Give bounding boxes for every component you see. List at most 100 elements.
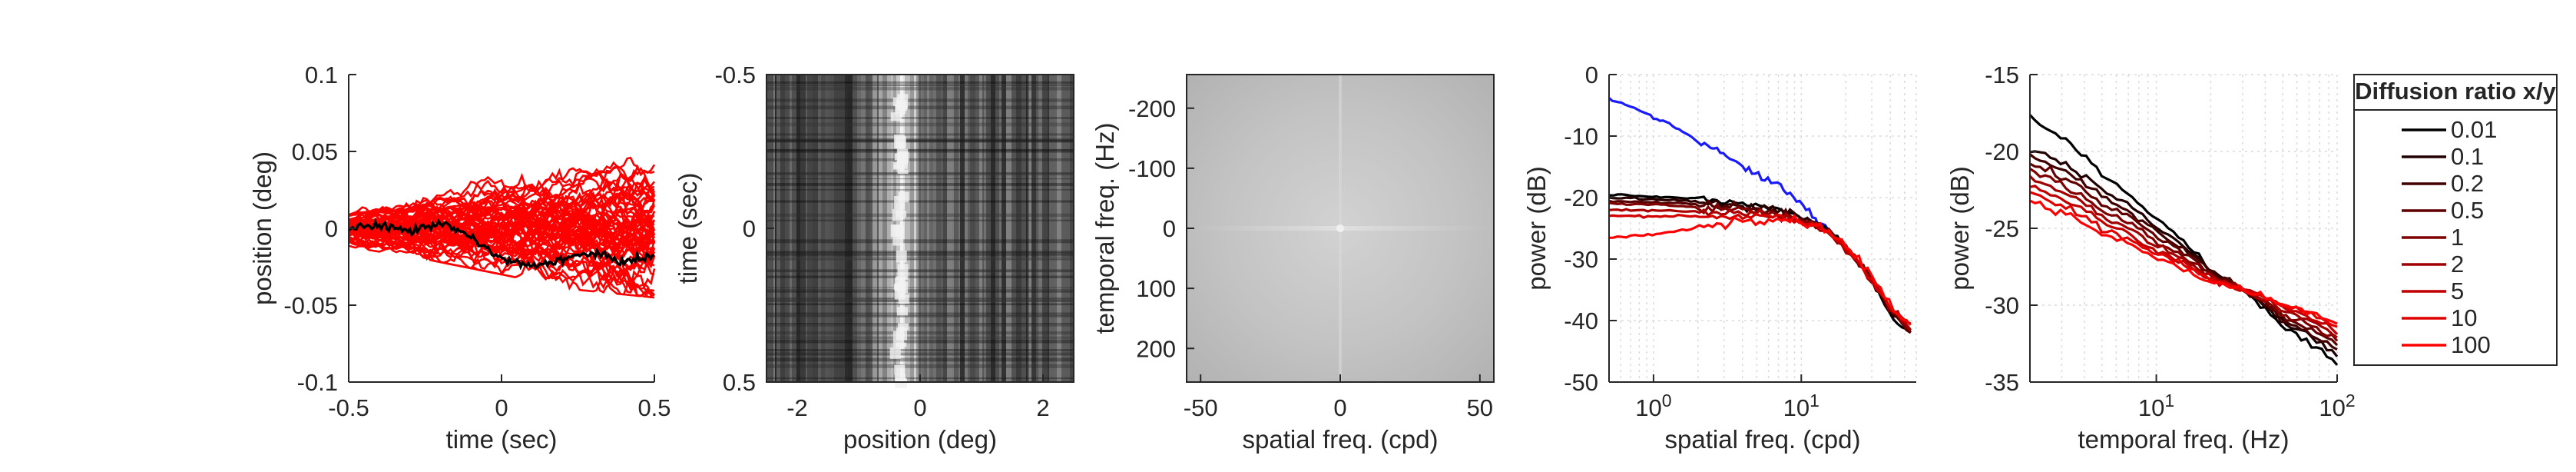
y-tick-label: 0 [325,215,338,242]
red-trajectory [348,237,656,276]
blue-spectrum-line [1608,97,1833,237]
y-tick-label: -200 [1128,95,1176,122]
column-stripe [954,75,959,382]
x-tick-label: 0 [913,394,926,421]
spectrum-dc-peak [1336,224,1344,232]
row-stripe [767,297,1074,300]
x-axis-label: temporal freq. (Hz) [2078,425,2289,454]
x-tick-label: 50 [1467,394,1493,421]
panel-space-time-image: -2 0 2 -0.5 0 0.5 position (deg) time (sec) [674,61,1074,454]
column-stripe [1026,75,1028,382]
column-stripe [839,75,845,382]
y-axis-label: power (dB) [1522,166,1551,290]
row-stripe [767,291,1074,293]
legend-entry-label: 5 [2451,278,2464,304]
bright-streak [889,347,901,359]
column-stripe [1057,75,1061,382]
red-trajectory [348,180,656,227]
column-stripe [952,75,954,382]
column-stripe [1038,75,1042,382]
temporal-spectrum-line [2029,162,2339,347]
bright-streak [898,323,909,331]
row-stripe [767,87,1074,91]
column-stripe [933,75,936,382]
red-trajectory [348,240,655,280]
column-stripe [796,75,800,382]
bright-streak [892,209,903,221]
legend-entry-label: 0.1 [2451,143,2484,170]
column-stripe [1029,75,1031,382]
column-stripe [848,75,853,382]
column-stripe [1054,75,1057,382]
y-axis-label: time (sec) [674,173,702,284]
y-tick-label: -0.1 [297,369,338,396]
column-stripe [968,75,970,382]
column-stripe [959,75,960,382]
y-tick-label: -30 [1564,246,1598,273]
column-stripe [853,75,857,382]
column-stripe [970,75,975,382]
x-tick-label: 2 [1036,394,1049,421]
x-tick-label: 0 [495,394,508,421]
row-stripe [767,299,1074,302]
column-stripe [790,75,792,382]
column-stripe [922,75,924,382]
temporal-spectrum-line [2028,114,2339,366]
y-tick-label: 0.05 [292,138,338,165]
x-axis-label: position (deg) [843,425,997,454]
column-stripe [1042,75,1048,382]
bright-streak [893,135,905,149]
legend-entry-label: 0.2 [2451,170,2484,197]
row-stripe [767,336,1074,340]
column-stripe [1070,75,1074,382]
temporal-spectrum-line [2029,153,2338,351]
column-stripe [982,75,984,382]
bright-streak [897,169,909,174]
bright-streak [890,112,902,121]
column-stripe [869,75,872,382]
x-axis-label: spatial freq. (cpd) [1665,425,1861,454]
black-trajectory [347,218,655,271]
row-stripe [767,200,1074,203]
column-stripe [792,75,796,382]
column-stripe [975,75,979,382]
row-stripe [767,105,1074,110]
column-stripe [785,75,790,382]
x-tick-label: 0 [1333,394,1346,421]
column-stripe [807,75,813,382]
column-stripe [813,75,818,382]
column-stripe [834,75,839,382]
x-tick-label: 102 [2319,391,2355,421]
bright-streak [894,364,906,375]
bright-streak [892,224,904,239]
y-tick-label: -15 [1985,61,2019,88]
bright-streak [893,331,904,348]
y-tick-label: -20 [1564,184,1598,211]
y-tick-label: 0 [1163,215,1176,242]
row-stripe [767,340,1074,344]
column-stripe [857,75,861,382]
row-stripe [767,324,1074,327]
column-stripe [872,75,877,382]
red-trajectory [348,176,656,229]
y-tick-label: -0.5 [715,61,756,88]
column-stripe [941,75,943,382]
row-stripe [767,251,1074,253]
row-stripe [767,352,1074,356]
column-stripe [910,75,914,382]
red-trajectory [348,212,655,253]
column-stripe [775,75,776,382]
row-stripe [767,81,1074,84]
legend-entry-label: 10 [2451,304,2477,331]
column-stripe [1012,75,1016,382]
row-stripe [767,253,1074,257]
column-stripe [806,75,807,382]
y-tick-label: -20 [1985,138,2019,165]
row-stripe [767,219,1074,221]
column-stripe [825,75,829,382]
row-stripe [767,133,1074,136]
row-stripe [767,364,1074,368]
column-stripe [776,75,780,382]
x-tick-label: 101 [1783,391,1819,421]
legend-entry-label: 0.01 [2451,116,2497,143]
